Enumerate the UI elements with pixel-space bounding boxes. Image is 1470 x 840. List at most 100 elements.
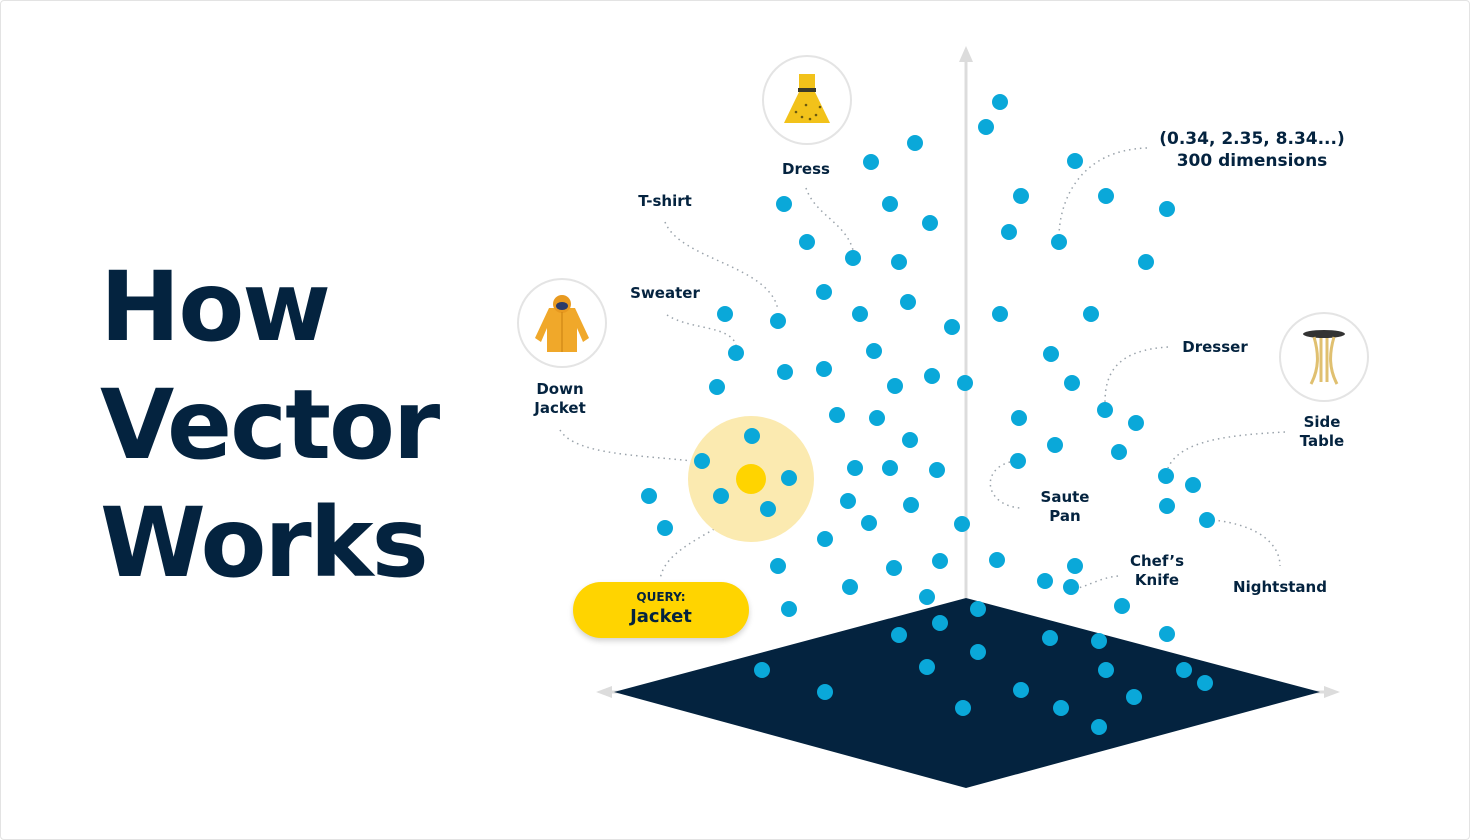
leader-saute-pan xyxy=(989,461,1021,509)
label-line: Saute xyxy=(1040,488,1090,506)
vector-point xyxy=(1114,598,1130,614)
vector-point xyxy=(1159,498,1175,514)
label-tshirt: T-shirt xyxy=(638,192,692,210)
side-table-icon xyxy=(1303,330,1345,385)
vector-point xyxy=(932,553,948,569)
vector-point xyxy=(1047,437,1063,453)
vector-point xyxy=(1051,234,1067,250)
vector-point xyxy=(1185,477,1201,493)
label-dress: Dress xyxy=(782,160,830,178)
vector-point xyxy=(760,501,776,517)
vector-point xyxy=(903,497,919,513)
vector-point xyxy=(929,462,945,478)
label-saute-pan: Saute Pan xyxy=(1041,488,1090,526)
vector-point xyxy=(887,378,903,394)
vector-point xyxy=(770,313,786,329)
label-nightstand: Nightstand xyxy=(1233,578,1327,596)
vector-point xyxy=(944,319,960,335)
label-line: Down xyxy=(536,380,584,398)
vector-point xyxy=(847,460,863,476)
vector-point xyxy=(978,119,994,135)
vector-point xyxy=(1010,453,1026,469)
vector-point xyxy=(1013,188,1029,204)
base-plane xyxy=(614,598,1320,788)
title-line: Vector xyxy=(100,369,440,481)
label-line: Chef’s xyxy=(1129,552,1185,570)
vector-point xyxy=(1001,224,1017,240)
vector-annotation: (0.34, 2.35, 8.34...) 300 dimensions xyxy=(1159,128,1345,172)
vector-point xyxy=(886,560,902,576)
leader-side-table xyxy=(1167,431,1286,469)
vector-point xyxy=(717,306,733,322)
jacket-icon xyxy=(535,295,589,352)
vector-point xyxy=(1037,573,1053,589)
vector-point xyxy=(1197,675,1213,691)
vector-point xyxy=(1053,700,1069,716)
vector-point xyxy=(1158,468,1174,484)
vector-points xyxy=(641,94,1215,735)
vector-values: (0.34, 2.35, 8.34...) xyxy=(1159,129,1345,149)
vector-point xyxy=(992,306,1008,322)
query-point[interactable] xyxy=(736,464,766,494)
label-line: Side xyxy=(1303,413,1341,431)
vector-point xyxy=(1042,630,1058,646)
vector-point xyxy=(728,345,744,361)
vector-point xyxy=(842,579,858,595)
vector-point xyxy=(863,154,879,170)
dress-image xyxy=(762,55,852,145)
leader-dress xyxy=(805,187,854,251)
vector-point xyxy=(989,552,1005,568)
label-line: Knife xyxy=(1134,571,1180,589)
down-jacket-image xyxy=(517,278,607,368)
axis-arrow-up xyxy=(959,46,973,62)
vector-point xyxy=(777,364,793,380)
vector-point xyxy=(817,684,833,700)
leader-down-jacket xyxy=(559,429,693,462)
label-line: Pan xyxy=(1049,507,1081,525)
vector-point xyxy=(1098,662,1114,678)
vector-point xyxy=(845,250,861,266)
vector-point xyxy=(861,515,877,531)
vector-point xyxy=(770,558,786,574)
vector-point xyxy=(776,196,792,212)
vector-point xyxy=(817,531,833,547)
vector-point xyxy=(694,453,710,469)
vector-point xyxy=(891,627,907,643)
vector-point xyxy=(919,589,935,605)
vector-point xyxy=(922,215,938,231)
vector-point xyxy=(1098,188,1114,204)
vector-point xyxy=(754,662,770,678)
vector-point xyxy=(781,601,797,617)
vector-point xyxy=(902,432,918,448)
query-badge[interactable]: QUERY: Jacket xyxy=(573,582,749,638)
vector-point xyxy=(1013,682,1029,698)
vector-point xyxy=(970,601,986,617)
vector-point xyxy=(852,306,868,322)
vector-point xyxy=(799,234,815,250)
vector-point xyxy=(932,615,948,631)
vector-point xyxy=(924,368,940,384)
vector-point xyxy=(816,284,832,300)
vector-point xyxy=(954,516,970,532)
vector-point xyxy=(1111,444,1127,460)
vector-point xyxy=(709,379,725,395)
vector-point xyxy=(891,254,907,270)
title-line: How xyxy=(100,251,331,363)
vector-point xyxy=(1176,662,1192,678)
vector-point xyxy=(970,644,986,660)
vector-point xyxy=(1083,306,1099,322)
label-line: Jacket xyxy=(534,399,586,417)
leader-nightstand xyxy=(1212,519,1281,567)
vector-point xyxy=(657,520,673,536)
vector-point xyxy=(781,470,797,486)
dress-icon xyxy=(784,74,830,123)
label-line: Table xyxy=(1299,432,1345,450)
vector-point xyxy=(1097,402,1113,418)
vector-point xyxy=(900,294,916,310)
vector-point xyxy=(744,428,760,444)
vector-point xyxy=(829,407,845,423)
vector-point xyxy=(1011,410,1027,426)
vector-point xyxy=(1067,558,1083,574)
vector-point xyxy=(1043,346,1059,362)
